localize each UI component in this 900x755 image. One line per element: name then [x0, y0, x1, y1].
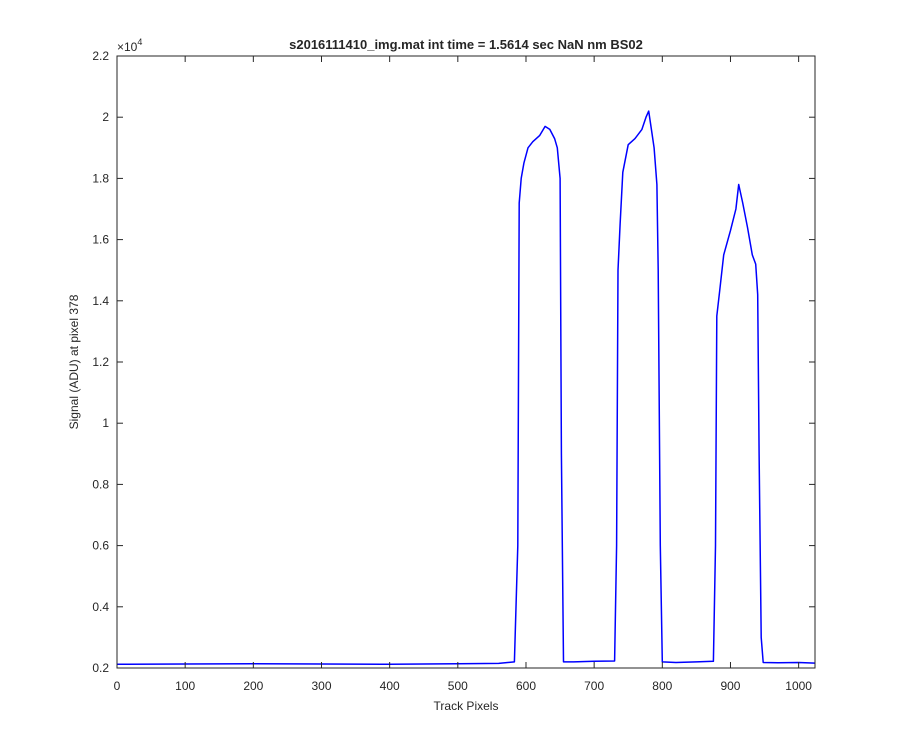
- x-tick-label: 500: [448, 679, 468, 693]
- y-axis: 0.2 0.4 0.6 0.8 1 1.2 1.4 1.6 1.8 2 2.2: [92, 49, 815, 675]
- y-tick-label: 0.2: [92, 661, 109, 675]
- y-tick-label: 2.2: [92, 49, 109, 63]
- y-tick-label: 0.8: [92, 477, 109, 491]
- y-tick-label: 2: [102, 110, 109, 124]
- plot-area: [117, 56, 815, 668]
- x-tick-label: 600: [516, 679, 536, 693]
- x-tick-label: 100: [175, 679, 195, 693]
- y-tick-label: 0.6: [92, 539, 109, 553]
- y-tick-label: 1.8: [92, 171, 109, 185]
- x-tick-label: 1000: [785, 679, 812, 693]
- x-tick-label: 800: [652, 679, 672, 693]
- series-line: [116, 110, 816, 666]
- y-tick-label: 1: [102, 416, 109, 430]
- y-tick-label: 1.4: [92, 294, 109, 308]
- y-exponent-base: ×10: [117, 40, 138, 54]
- x-axis-label: Track Pixels: [434, 699, 499, 713]
- x-tick-label: 700: [584, 679, 604, 693]
- x-tick-label: 900: [720, 679, 740, 693]
- y-exponent-label: ×104: [117, 37, 142, 54]
- y-tick-label: 0.4: [92, 600, 109, 614]
- x-tick-label: 400: [380, 679, 400, 693]
- y-axis-label: Signal (ADU) at pixel 378: [67, 294, 81, 429]
- x-tick-label: 300: [311, 679, 331, 693]
- y-exponent-power: 4: [137, 37, 142, 47]
- y-tick-label: 1.2: [92, 355, 109, 369]
- y-tick-label: 1.6: [92, 233, 109, 247]
- chart-title: s2016111410_img.mat int time = 1.5614 se…: [289, 37, 643, 52]
- x-tick-label: 0: [114, 679, 121, 693]
- x-axis: 0 100 200 300 400 500 600 700 800 900 1000: [114, 56, 812, 693]
- x-tick-label: 200: [243, 679, 263, 693]
